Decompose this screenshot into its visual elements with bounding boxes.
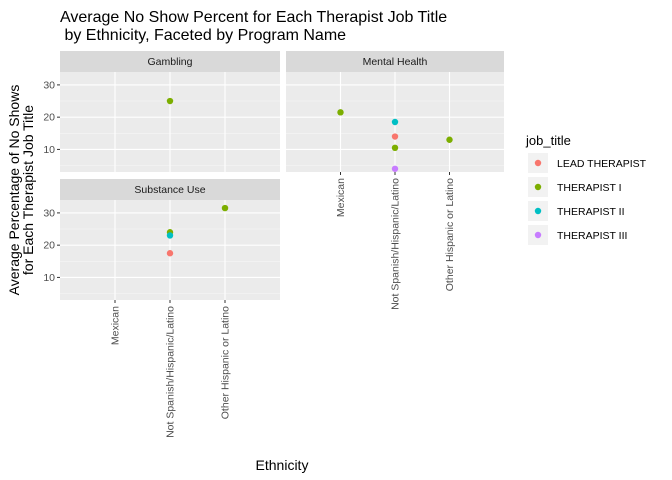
legend-label-therapist-ii: THERAPIST II: [557, 206, 625, 218]
data-point-therapist-ii: [391, 118, 399, 126]
legend-label-therapist-i: THERAPIST I: [557, 182, 622, 194]
facet-substance-use: Substance Use 10 20 30 Mexican Not Spanish/Hi…: [43, 179, 280, 438]
data-point-therapist-i: [446, 136, 453, 143]
x-tick-label-not-spanish-hispanic-latino: Not Spanish/Hispanic/Latino: [165, 306, 177, 438]
facet-gambling: Gambling 10 20 30: [43, 51, 280, 172]
y-tick-label: 10: [43, 272, 55, 284]
y-axis-title-line-1: Average Percentage of No Shows: [6, 85, 22, 296]
x-axis-title: Ethnicity: [256, 457, 309, 473]
facet-strip-gambling: [60, 51, 280, 72]
x-tick-label-mexican: Mexican: [110, 306, 122, 345]
data-point-therapist-i: [221, 204, 229, 212]
legend-item-lead-therapist: LEAD THERAPIST: [528, 153, 647, 173]
legend: job_title LEAD THERAPIST THERAPIST I THERA…: [525, 133, 647, 245]
data-point-therapist-ii: [166, 232, 174, 239]
facet-strip-label-gambling: Gambling: [148, 56, 193, 68]
data-point-therapist-iii: [391, 165, 399, 172]
legend-label-therapist-iii: THERAPIST III: [557, 230, 627, 242]
chart-title-line-2: by Ethnicity, Faceted by Program Name: [60, 27, 346, 44]
chart-title-line-1: Average No Show Percent for Each Therapi…: [60, 9, 447, 26]
legend-item-therapist-ii: THERAPIST II: [528, 201, 625, 221]
x-tick-label-other-hispanic-or-latino: Other Hispanic or Latino: [444, 178, 456, 291]
facet-strip-label-mental-health: Mental Health: [363, 56, 428, 68]
data-point-therapist-i: [391, 144, 399, 152]
y-tick-label: 10: [43, 144, 55, 156]
legend-title: job_title: [525, 133, 571, 148]
y-tick-label: 20: [43, 112, 55, 124]
legend-key-lead-therapist: [534, 159, 542, 167]
y-tick-label: 30: [43, 79, 55, 91]
x-tick-label-other-hispanic-or-latino: Other Hispanic or Latino: [220, 306, 232, 419]
legend-key-therapist-ii: [534, 207, 542, 215]
facet-strip-label-substance-use: Substance Use: [134, 184, 205, 196]
y-axis-title: Average Percentage of No Shows for Each …: [6, 85, 36, 296]
data-point-lead-therapist: [166, 250, 174, 257]
data-point-lead-therapist: [391, 133, 399, 140]
x-tick-label-not-spanish-hispanic-latino: Not Spanish/Hispanic/Latino: [390, 178, 402, 310]
x-tick-label-mexican: Mexican: [335, 178, 347, 217]
facet-strip-mental-health: [286, 51, 504, 72]
legend-item-therapist-iii: THERAPIST III: [528, 225, 627, 245]
facet-mental-health: Mental Health Mexican Not Spanish/Hispanic…: [286, 51, 504, 310]
facet-panels: Gambling 10 20 30 Mental Health Mexican Not Sp…: [43, 51, 504, 438]
legend-key-therapist-iii: [534, 231, 542, 239]
y-tick-label: 20: [43, 240, 55, 252]
legend-label-lead-therapist: LEAD THERAPIST: [557, 158, 647, 170]
y-tick-label: 30: [43, 207, 55, 219]
legend-item-therapist-i: THERAPIST I: [528, 177, 622, 197]
data-point-therapist-i: [337, 109, 344, 116]
data-point-therapist-i: [166, 97, 174, 105]
y-axis-title-line-2: for Each Therapist Job Title: [20, 105, 36, 275]
facet-strip-substance-use: [60, 179, 280, 200]
legend-key-therapist-i: [534, 183, 542, 191]
